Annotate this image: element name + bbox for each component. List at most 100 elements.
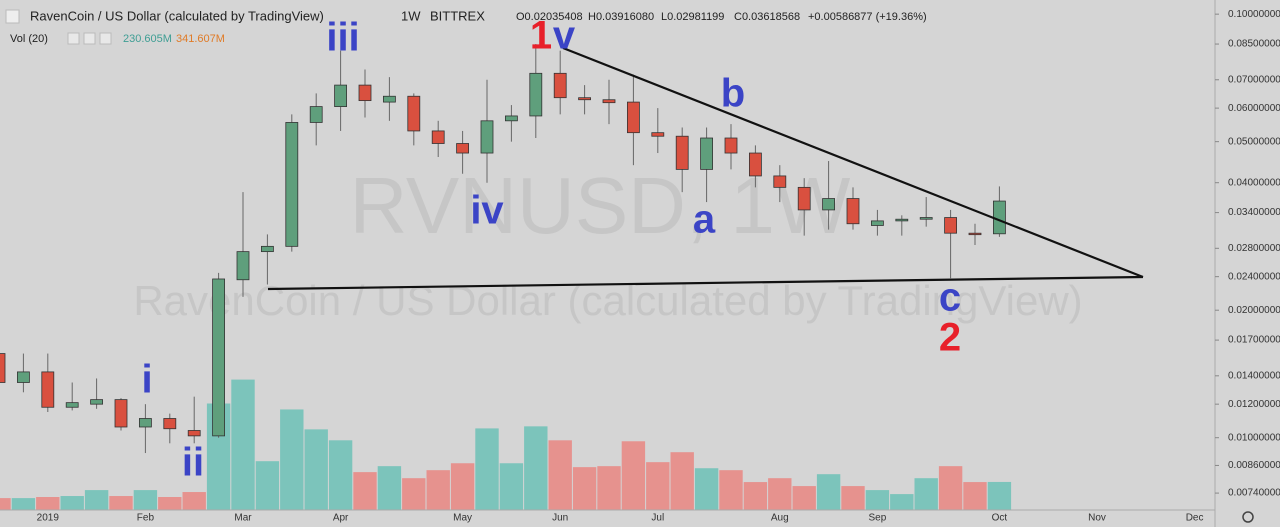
volume-label[interactable]: Vol (20)	[10, 33, 48, 45]
axis-layer: 0.10000000 0.08500000 0.07000000 0.06000000…	[37, 9, 1280, 524]
volume-bar	[743, 482, 768, 510]
x-tick-label: Sep	[869, 513, 887, 524]
volume-bar	[353, 472, 377, 510]
y-tick-label: 0.10000000	[1228, 9, 1280, 20]
x-tick-label: Dec	[1186, 513, 1204, 524]
volume-bar	[816, 474, 841, 510]
candle-body	[431, 130, 445, 144]
volume-bar	[890, 494, 914, 510]
settings-icon[interactable]	[1242, 511, 1254, 523]
x-tick-label: Oct	[992, 513, 1008, 524]
y-tick-label: 0.01200000	[1228, 399, 1280, 410]
y-tick-label: 0.07000000	[1228, 74, 1280, 85]
candle-body	[797, 186, 811, 211]
indicator-button[interactable]	[83, 32, 96, 45]
volume-bar	[621, 441, 646, 510]
volume-bar	[597, 466, 621, 510]
candle-body	[163, 418, 177, 430]
x-tick-label: 2019	[37, 513, 60, 524]
volume-value: 230.605M	[123, 33, 172, 45]
candle-body	[16, 371, 30, 383]
candle-body	[553, 72, 567, 99]
interval: 1W	[401, 8, 421, 23]
volume-bar	[963, 482, 987, 510]
x-tick-label: Nov	[1088, 513, 1106, 524]
candle-body	[700, 137, 713, 170]
volume-bar	[60, 496, 84, 510]
wave-label: v	[553, 14, 576, 58]
volume-bar	[841, 486, 865, 510]
candle-body	[382, 95, 396, 103]
y-tick-label: 0.01000000	[1228, 432, 1280, 443]
candle-body	[480, 120, 494, 154]
wave-label: i	[141, 358, 152, 402]
volume-bar	[450, 463, 475, 510]
candle-body	[529, 72, 543, 117]
volume-bar	[133, 490, 158, 510]
candle-body	[944, 217, 957, 234]
volume-bar	[792, 486, 816, 510]
wave-label: b	[721, 72, 745, 116]
volume-bar	[499, 463, 524, 510]
y-tick-label: 0.01400000	[1228, 370, 1280, 381]
candle-body	[236, 251, 250, 281]
candle-body	[846, 198, 860, 225]
candle-layer	[0, 44, 1006, 454]
y-tick-label: 0.03400000	[1228, 207, 1280, 218]
volume-bar	[548, 440, 572, 510]
volume-bar	[572, 467, 597, 510]
wave-label: iii	[326, 16, 359, 60]
y-tick-label: 0.06000000	[1228, 103, 1280, 114]
candle-body	[993, 200, 1006, 235]
wave-label: iv	[470, 189, 504, 233]
ohlc-high: H0.03916080	[588, 11, 654, 23]
candle-body	[456, 143, 470, 154]
y-tick-label: 0.02000000	[1228, 305, 1280, 316]
wave-label: 1	[530, 14, 552, 58]
collapse-button[interactable]	[5, 9, 20, 24]
candle-body	[919, 217, 933, 220]
candle-body	[749, 152, 762, 177]
volume-bar	[36, 497, 60, 510]
candle-body	[0, 353, 6, 383]
volume-bar	[255, 461, 280, 510]
volume-bar	[280, 409, 304, 510]
volume-bar	[646, 462, 670, 510]
candle-body	[651, 132, 665, 137]
volume-bar	[182, 492, 206, 510]
volume-bar	[987, 481, 1012, 510]
x-tick-label: Aug	[771, 513, 789, 524]
volume-bar	[524, 426, 548, 510]
candle-body	[675, 135, 689, 170]
x-tick-label: Apr	[333, 513, 349, 524]
wave-label: 2	[939, 316, 961, 360]
candle-body	[138, 418, 152, 428]
candle-body	[773, 175, 787, 188]
annotation-layer: iii 1 v b iv a c2 iii	[141, 14, 961, 485]
volume-bar	[231, 379, 255, 510]
volume-ma-value: 341.607M	[176, 33, 225, 45]
indicator-button[interactable]	[99, 32, 112, 45]
y-tick-label: 0.02800000	[1228, 243, 1280, 254]
trend-line	[267, 275, 1144, 291]
volume-bar	[402, 478, 426, 510]
candle-body	[90, 399, 103, 405]
volume-bar	[158, 497, 182, 510]
volume-bar	[304, 429, 328, 510]
candle-body	[309, 106, 323, 123]
volume-bar	[109, 496, 133, 510]
candle-body	[627, 101, 640, 134]
symbol-title: RavenCoin / US Dollar (calculated by Tra…	[30, 8, 324, 23]
candle-body	[602, 99, 616, 104]
candle-body	[407, 95, 421, 132]
exchange: BITTREX	[430, 8, 485, 23]
candle-body	[504, 115, 518, 122]
indicator-button[interactable]	[67, 32, 80, 45]
candle-body	[41, 371, 55, 408]
volume-bar	[914, 478, 938, 510]
ohlc-close: C0.03618568	[734, 11, 800, 23]
volume-bar	[694, 468, 719, 510]
volume-bar	[719, 470, 743, 510]
volume-bar	[865, 490, 890, 510]
